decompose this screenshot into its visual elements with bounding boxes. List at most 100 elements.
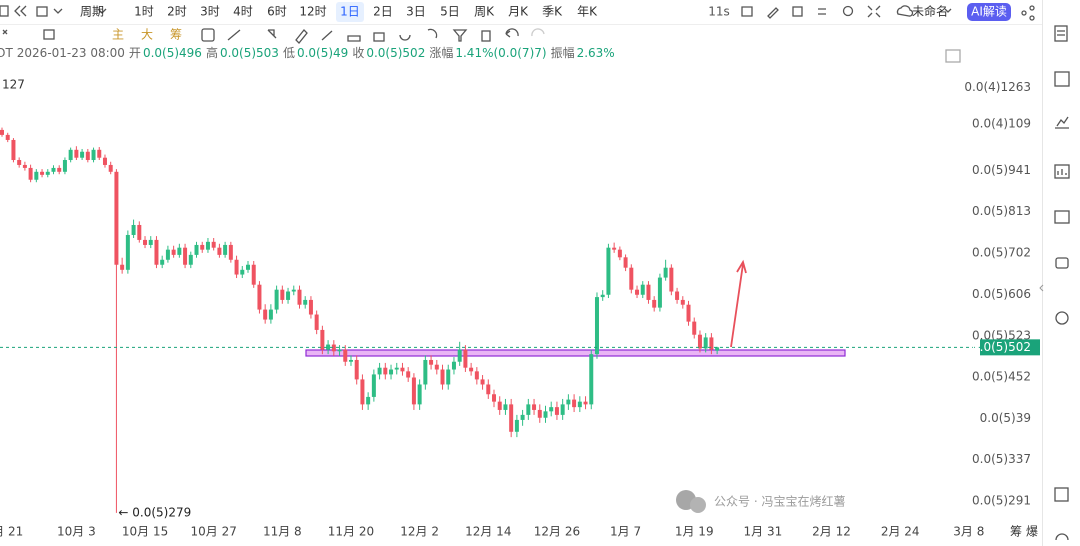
toolbar-icons[interactable]	[0, 5, 1035, 63]
candle-body	[263, 309, 268, 320]
candle-body	[400, 367, 405, 372]
candle-body	[417, 384, 422, 405]
y-tick-label: 0.0(5)452	[972, 369, 1031, 383]
candle-body	[640, 284, 645, 295]
candle-body	[62, 160, 67, 172]
candle-body	[474, 371, 479, 380]
interval-button[interactable]: 周K	[474, 5, 495, 19]
candle-body	[205, 241, 210, 250]
ai-button[interactable]	[967, 3, 1011, 21]
candle-body	[423, 359, 428, 385]
candle-body	[566, 399, 571, 405]
candle-body	[286, 291, 291, 300]
candle-body	[246, 264, 251, 270]
candle-body	[217, 247, 222, 255]
candle-body	[314, 314, 319, 330]
candle-body	[371, 374, 376, 397]
candle-body	[160, 259, 165, 265]
candle-body	[183, 247, 188, 265]
header-field: 涨幅	[429, 45, 453, 60]
x-tick-label: 11月 20	[328, 525, 374, 539]
sidebar-icons[interactable]	[1054, 25, 1070, 541]
candle-body	[709, 337, 714, 350]
interval-button[interactable]: 12时	[299, 5, 326, 19]
candle-body	[389, 369, 394, 375]
candle-body	[97, 149, 102, 158]
candle-body	[85, 151, 90, 161]
candle-body	[612, 247, 617, 250]
interval-button[interactable]: 3时	[200, 5, 220, 19]
candle-body	[45, 171, 50, 175]
interval-button[interactable]: 月K	[508, 5, 529, 19]
candle-body	[543, 411, 548, 418]
candle-body	[572, 399, 577, 408]
candle-body	[686, 304, 691, 322]
candle-body	[348, 359, 353, 362]
candle-body	[11, 139, 16, 161]
candle-body	[486, 384, 491, 395]
candle-body	[131, 224, 136, 235]
watermark-icon	[690, 497, 706, 513]
candle-body	[549, 407, 554, 412]
x-tick-label: 10月 27	[190, 525, 236, 539]
candle-body	[497, 401, 502, 410]
interval-button[interactable]: 1时	[134, 5, 154, 19]
candle-body	[268, 309, 273, 320]
candle-body	[583, 401, 588, 405]
candle-body	[354, 359, 359, 380]
candle-body	[703, 337, 708, 349]
x-tick-label: 3月 8	[953, 525, 984, 539]
candle-body	[463, 349, 468, 368]
candle-body	[108, 164, 113, 172]
x-tick-label: 1月 7	[610, 525, 641, 539]
support-zone-drawing[interactable]	[305, 349, 846, 357]
indicator-button[interactable]: 主	[112, 28, 124, 42]
interval-button[interactable]: 2日	[373, 5, 393, 19]
countdown: 11s	[708, 5, 730, 19]
ai-button-label[interactable]: AI解读	[971, 5, 1007, 19]
interval-button[interactable]: 6时	[267, 5, 287, 19]
header-field: 0.0(5)502	[366, 46, 425, 60]
interval-button[interactable]: 年K	[577, 5, 598, 19]
bottom-right-button[interactable]: 筹	[1010, 525, 1022, 539]
candle-body	[394, 367, 399, 370]
interval-button[interactable]: 1日	[340, 5, 360, 19]
sidebar-collapse[interactable]	[1039, 284, 1044, 292]
candle-body	[343, 349, 348, 362]
interval-button[interactable]: 5日	[440, 5, 460, 19]
candle-body	[697, 334, 702, 349]
low-marker: ← 0.0(5)279	[118, 505, 191, 519]
x-tick-label: 11月 8	[263, 525, 302, 539]
period-button[interactable]: 周期	[80, 5, 104, 19]
candle-body	[120, 264, 125, 270]
interval-button[interactable]: 季K	[542, 5, 563, 19]
header-field: 1.41%(0.0(7)7)	[455, 46, 546, 60]
last-price-tag	[980, 339, 1040, 356]
indicator-button[interactable]: 筹	[170, 28, 182, 42]
y-tick-label: 0.0(5)337	[972, 452, 1031, 466]
candle-body	[194, 244, 199, 255]
last-price-label: 0.0(5)502	[972, 340, 1031, 354]
layout-name[interactable]: 未命名	[912, 4, 948, 19]
indicator-button[interactable]: 大	[141, 28, 153, 42]
candle-body	[411, 377, 416, 405]
candle-body	[91, 149, 96, 161]
candle-body	[34, 171, 39, 180]
header-field: 振幅	[551, 45, 575, 60]
candle-body	[17, 160, 22, 165]
interval-button[interactable]: 4时	[233, 5, 253, 19]
candle-body	[520, 414, 525, 420]
candle-body	[240, 269, 245, 275]
candle-body	[657, 277, 662, 308]
interval-button[interactable]: 3日	[406, 5, 426, 19]
candle-body	[28, 167, 33, 180]
candle-body	[600, 294, 605, 298]
bottom-right-button[interactable]: 爆	[1026, 525, 1038, 539]
y-tick-label: 0.0(5)813	[972, 204, 1031, 218]
interval-button[interactable]: 2时	[167, 5, 187, 19]
arrow-drawing[interactable]	[730, 259, 747, 348]
candle-body	[429, 359, 434, 365]
watermark-text: 公众号 · 冯宝宝在烤红薯	[714, 494, 845, 509]
